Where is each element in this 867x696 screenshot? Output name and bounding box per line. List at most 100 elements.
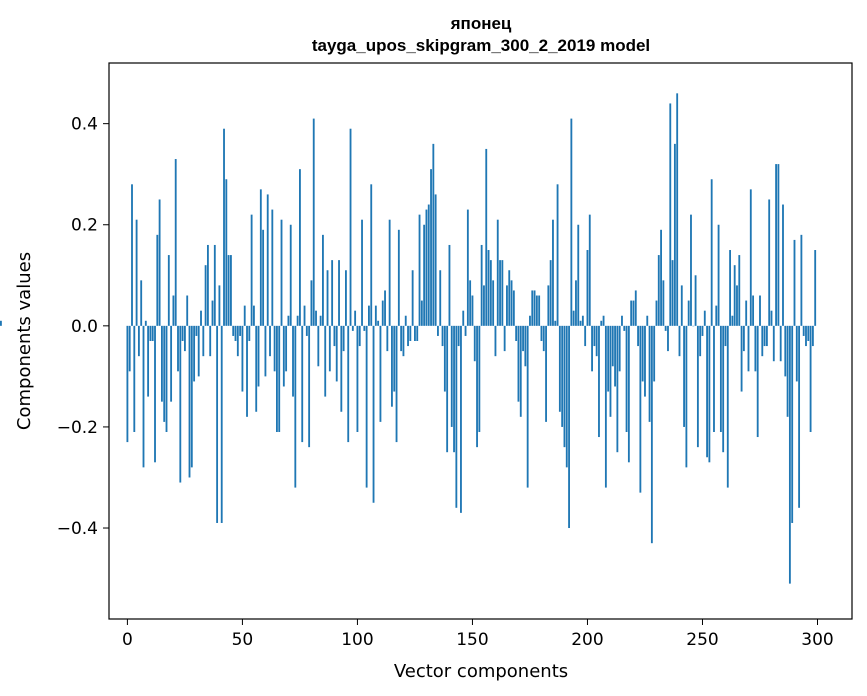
bar: [768, 199, 771, 326]
bar: [639, 325, 642, 493]
bar: [460, 325, 462, 513]
bar: [586, 250, 589, 326]
bar: [487, 250, 490, 326]
bar: [149, 325, 152, 341]
bar: [782, 204, 784, 326]
bar: [614, 325, 616, 387]
bar: [338, 260, 340, 326]
bar: [218, 285, 221, 326]
bar: [673, 143, 676, 326]
bar: [381, 300, 384, 326]
bar: [450, 325, 453, 427]
bar: [193, 325, 196, 382]
x-tick-label: 100: [341, 630, 373, 650]
bar: [423, 224, 426, 326]
bar: [552, 219, 554, 326]
bar: [404, 315, 407, 326]
bar: [368, 305, 370, 326]
bar: [512, 290, 515, 326]
bar: [690, 214, 692, 326]
bar: [625, 325, 628, 432]
bar: [248, 325, 251, 341]
bar: [805, 325, 807, 347]
bar: [660, 229, 662, 326]
bar: [800, 234, 803, 326]
bar: [319, 315, 322, 326]
bar: [188, 325, 191, 478]
bar: [317, 325, 320, 367]
bar: [308, 325, 311, 448]
bar: [747, 325, 750, 372]
x-axis-label: Vector components: [394, 661, 568, 682]
bar: [627, 325, 630, 463]
bar: [190, 325, 193, 468]
bar: [611, 325, 614, 367]
bar: [262, 229, 265, 326]
bar: [271, 209, 274, 326]
bar: [724, 325, 727, 347]
bar: [418, 214, 421, 326]
bar: [183, 325, 186, 352]
bar: [358, 325, 361, 347]
bar: [765, 325, 768, 347]
bar: [264, 325, 267, 377]
bar: [770, 310, 773, 326]
bar: [253, 305, 255, 326]
bar: [273, 325, 276, 372]
bar: [535, 295, 538, 326]
bar: [269, 325, 271, 357]
bar: [648, 325, 651, 422]
bar: [216, 325, 219, 523]
bar: [685, 325, 688, 468]
bar: [623, 325, 626, 331]
bar: [678, 325, 681, 357]
bar: [345, 270, 347, 326]
bar: [754, 325, 757, 372]
bar: [133, 325, 136, 432]
bar: [547, 285, 550, 326]
y-tick-label: 0.2: [71, 216, 98, 236]
bar: [384, 290, 386, 326]
bar: [579, 320, 582, 326]
bar: [195, 325, 198, 336]
bar: [761, 325, 764, 357]
bar: [722, 325, 725, 453]
bar: [250, 214, 253, 326]
bar: [476, 325, 478, 448]
bar: [703, 310, 706, 326]
bar: [363, 325, 366, 331]
bar: [432, 143, 435, 326]
bar: [494, 325, 497, 357]
bar: [524, 325, 527, 367]
bar: [434, 194, 437, 326]
x-tick-label: 250: [686, 630, 718, 650]
bar: [687, 300, 690, 326]
x-tick-label: 0: [122, 630, 133, 650]
bar: [485, 148, 488, 326]
bar: [807, 325, 810, 341]
bar: [740, 325, 743, 392]
bar: [669, 103, 672, 326]
bar: [425, 209, 428, 326]
bar: [351, 325, 354, 331]
bar: [236, 325, 239, 357]
bar: [784, 325, 787, 377]
bar: [213, 244, 216, 326]
bar: [717, 224, 720, 326]
bar: [204, 265, 207, 326]
bar: [151, 325, 154, 341]
bar: [379, 325, 382, 422]
bar: [331, 260, 334, 326]
bar: [310, 280, 313, 326]
bar: [637, 325, 639, 347]
bar: [135, 219, 138, 326]
bar: [683, 325, 685, 427]
bar: [607, 325, 610, 392]
bar: [167, 255, 170, 326]
bar: [519, 325, 522, 417]
bar: [160, 325, 163, 402]
bar: [158, 199, 161, 326]
bar: [361, 219, 363, 326]
bar: [480, 244, 483, 326]
bar: [324, 325, 327, 397]
